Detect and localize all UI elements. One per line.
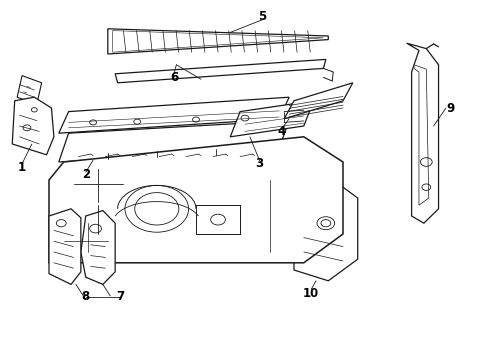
- Polygon shape: [59, 121, 289, 162]
- Text: 4: 4: [278, 125, 286, 138]
- Polygon shape: [12, 97, 54, 155]
- Text: 2: 2: [82, 168, 90, 181]
- Polygon shape: [81, 211, 115, 284]
- Text: 1: 1: [18, 161, 26, 174]
- Polygon shape: [113, 31, 323, 52]
- Text: 9: 9: [447, 102, 455, 114]
- Polygon shape: [59, 97, 289, 133]
- Text: 6: 6: [170, 71, 178, 84]
- Polygon shape: [49, 137, 343, 263]
- Polygon shape: [414, 65, 429, 205]
- Text: 3: 3: [256, 157, 264, 170]
- Text: 10: 10: [303, 287, 319, 300]
- Polygon shape: [115, 59, 326, 83]
- Polygon shape: [230, 101, 314, 137]
- Text: 5: 5: [258, 10, 266, 23]
- Text: 8: 8: [82, 291, 90, 303]
- Polygon shape: [108, 29, 328, 54]
- Polygon shape: [17, 76, 42, 104]
- Polygon shape: [49, 209, 81, 284]
- Polygon shape: [284, 83, 353, 119]
- Text: 7: 7: [116, 291, 124, 303]
- Polygon shape: [407, 43, 439, 223]
- Polygon shape: [294, 180, 358, 281]
